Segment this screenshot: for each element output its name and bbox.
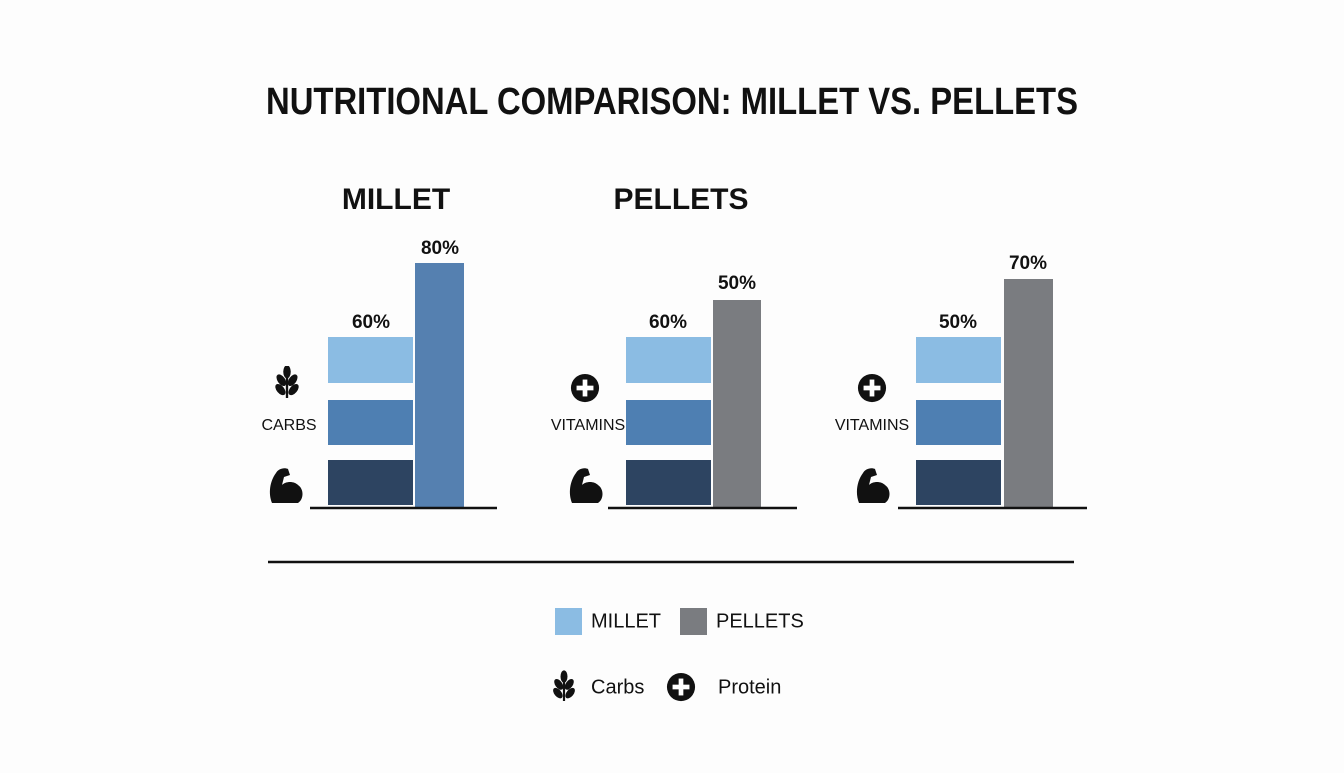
- legend-label: MILLET: [591, 610, 661, 632]
- group: VITAMINS 60% 50%: [551, 273, 797, 510]
- group: CARBS 60% 80%: [261, 238, 497, 510]
- bar: [415, 263, 464, 508]
- block: [626, 400, 711, 445]
- value-label: 50%: [939, 312, 977, 333]
- block: [328, 337, 413, 383]
- block: [328, 400, 413, 445]
- block: [626, 337, 711, 383]
- muscle-icon: [856, 468, 890, 503]
- bar: [1004, 279, 1053, 508]
- legend: MILLET PELLETS Carbs Protein: [550, 608, 804, 703]
- plus-icon: [570, 373, 600, 403]
- value-label: 80%: [421, 238, 459, 259]
- legend-swatch: [680, 608, 707, 635]
- block: [916, 337, 1001, 383]
- value-label: 60%: [352, 312, 390, 333]
- side-label: VITAMINS: [551, 417, 625, 434]
- muscle-icon: [269, 468, 303, 503]
- value-label: 60%: [649, 312, 687, 333]
- block: [916, 460, 1001, 505]
- side-label: VITAMINS: [835, 417, 909, 434]
- block: [328, 460, 413, 505]
- wheat-icon: [550, 670, 578, 703]
- value-label: 70%: [1009, 253, 1047, 274]
- group-heading: MILLET: [342, 183, 450, 216]
- wheat-icon: [272, 366, 302, 400]
- value-label: 50%: [718, 273, 756, 294]
- title: NUTRITIONAL COMPARISON: MILLET VS. PELLE…: [266, 81, 1078, 123]
- legend-swatch: [555, 608, 582, 635]
- muscle-icon: [569, 468, 603, 503]
- plus-icon: [857, 373, 887, 403]
- group: VITAMINS 50% 70%: [835, 253, 1087, 510]
- block: [626, 460, 711, 505]
- plus-icon: [666, 672, 696, 702]
- legend-label: Carbs: [591, 676, 644, 698]
- side-label: CARBS: [261, 417, 316, 434]
- legend-label: PELLETS: [716, 610, 804, 632]
- group-heading: PELLETS: [613, 183, 748, 216]
- legend-label: Protein: [718, 676, 781, 698]
- block: [916, 400, 1001, 445]
- bar: [713, 300, 761, 508]
